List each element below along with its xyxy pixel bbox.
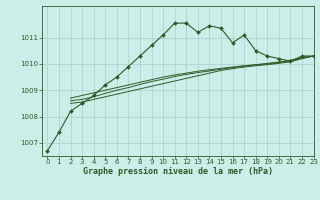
X-axis label: Graphe pression niveau de la mer (hPa): Graphe pression niveau de la mer (hPa) (83, 167, 273, 176)
